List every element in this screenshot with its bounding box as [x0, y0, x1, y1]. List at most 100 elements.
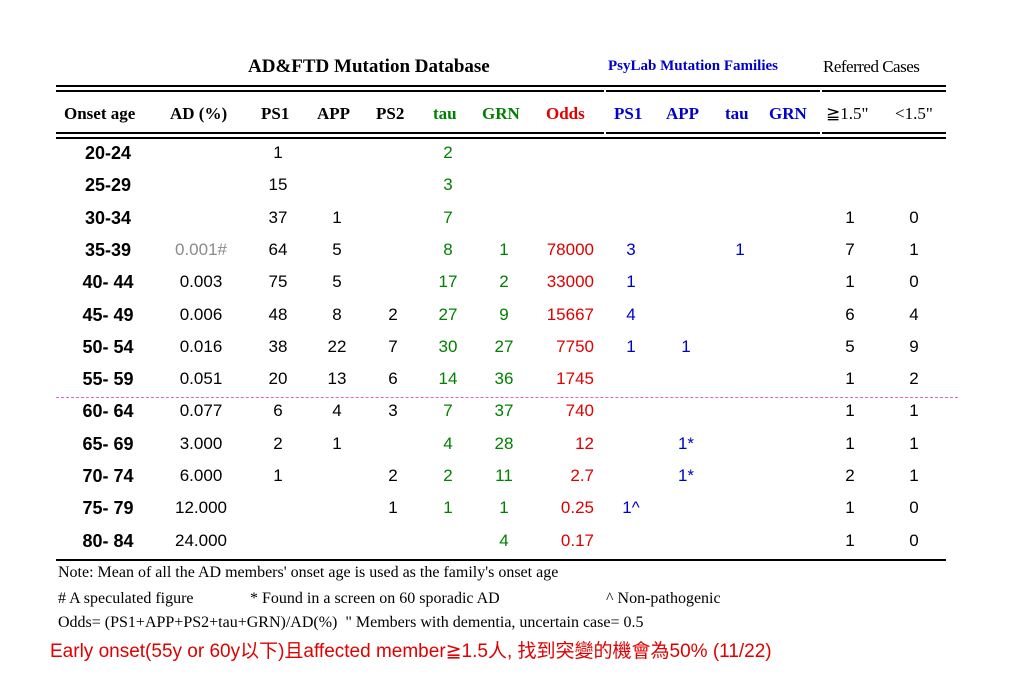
cell-odds: 2.7 — [570, 466, 594, 485]
cell-app: 1 — [332, 433, 342, 453]
cell-onset-age: 60- 64 — [82, 401, 134, 422]
cell-ps1: 6 — [273, 401, 283, 421]
cell-lt-1-5: 9 — [909, 336, 919, 356]
cell-grn: 28 — [494, 433, 514, 453]
cell-ps2: 3 — [388, 401, 398, 421]
cell-ad-percent: 0.006 — [179, 304, 223, 324]
col-psylab-grn: GRN — [769, 104, 807, 123]
top-rule-1 — [56, 85, 946, 87]
cell-ge-1-5: 7 — [845, 239, 855, 259]
cell-ad-percent: 0.077 — [179, 401, 223, 421]
col-app: APP — [317, 104, 351, 123]
col-ad: AD (%) — [170, 104, 228, 123]
cell-ps1: 20 — [268, 369, 288, 389]
conclusion-text: Early onset(55y or 60y以下)且affected membe… — [50, 641, 772, 662]
cell-grn: 11 — [495, 466, 513, 485]
mid-rule-1c — [606, 132, 820, 134]
cell-psylab-app: 1* — [677, 466, 695, 485]
cell-app: 13 — [327, 369, 347, 389]
cell-ps2: 2 — [388, 304, 398, 324]
cell-ad-percent: 0.051 — [179, 369, 223, 389]
cell-odds: 15667 — [546, 304, 594, 324]
cell-psylab-ps1: 1^ — [622, 498, 640, 518]
referred-title: Referred Cases — [823, 57, 920, 76]
cell-tau: 3 — [443, 175, 453, 195]
cell-lt-1-5: 4 — [909, 304, 919, 324]
note-speculated: # A speculated figure — [58, 590, 194, 607]
cell-ge-1-5: 1 — [845, 207, 855, 227]
cell-tau: 14 — [438, 369, 458, 389]
cell-ps1: 64 — [268, 239, 288, 259]
col-ps2: PS2 — [376, 104, 405, 123]
cell-lt-1-5: 1 — [909, 433, 919, 453]
cell-ad-percent: 0.003 — [179, 272, 223, 292]
top-rule-2b — [250, 90, 604, 92]
cell-onset-age: 65- 69 — [82, 433, 134, 454]
cell-lt-1-5: 1 — [909, 466, 919, 485]
cell-psylab-tau: 1 — [735, 239, 745, 259]
cell-ad-percent: 0.016 — [179, 336, 223, 356]
cell-app: 1 — [332, 207, 342, 227]
note-non-pathogenic: ^ Non-pathogenic — [606, 590, 721, 607]
cell-app: 5 — [332, 272, 342, 292]
cell-grn: 37 — [494, 401, 514, 421]
cell-onset-age: 70- 74 — [82, 466, 134, 486]
mid-rule-1a — [56, 132, 250, 134]
mid-rule-1d — [822, 132, 946, 134]
cell-odds: 33000 — [546, 272, 594, 292]
early-onset-divider — [56, 397, 958, 398]
cell-lt-1-5: 2 — [909, 369, 919, 389]
cell-psylab-ps1: 1 — [626, 272, 636, 292]
cell-ps1: 1 — [273, 466, 283, 485]
cell-ge-1-5: 1 — [845, 498, 855, 518]
cell-odds: 7750 — [556, 336, 594, 356]
cell-app: 8 — [332, 304, 342, 324]
col-grn: GRN — [482, 104, 520, 123]
cell-odds: 1745 — [556, 369, 594, 389]
cell-ps2: 1 — [388, 498, 398, 518]
cell-tau: 7 — [443, 401, 453, 421]
cell-onset-age: 30-34 — [84, 207, 132, 228]
cell-ps2: 2 — [388, 466, 398, 485]
cell-ge-1-5: 6 — [845, 304, 855, 324]
cell-onset-age: 55- 59 — [82, 369, 134, 390]
cell-tau: 1 — [443, 498, 453, 518]
cell-ge-1-5: 1 — [845, 272, 855, 292]
cell-ad-percent: 3.000 — [179, 433, 223, 453]
top-rule-2c — [606, 90, 820, 92]
cell-ps2: 7 — [388, 336, 398, 356]
mid-rule-1b — [250, 132, 604, 134]
cell-ge-1-5: 1 — [845, 530, 855, 550]
cell-lt-1-5: 0 — [909, 498, 919, 518]
cell-tau: 2 — [443, 143, 453, 162]
cell-ps2: 6 — [388, 369, 398, 389]
top-rule-2a — [56, 90, 250, 92]
cell-tau: 4 — [443, 433, 453, 453]
bottom-rule — [56, 559, 946, 561]
cell-grn: 1 — [499, 498, 509, 518]
cell-ps1: 1 — [273, 143, 283, 162]
top-rule-2d — [822, 90, 946, 92]
cell-grn: 36 — [494, 369, 514, 389]
cell-tau: 7 — [443, 207, 453, 227]
col-odds: Odds — [546, 104, 585, 123]
cell-tau: 8 — [443, 239, 453, 259]
cell-onset-age: 45- 49 — [82, 304, 134, 325]
cell-onset-age: 35-39 — [84, 239, 132, 260]
col-psylab-app: APP — [666, 104, 700, 123]
col-psylab-tau: tau — [725, 104, 749, 123]
cell-ge-1-5: 2 — [845, 466, 855, 485]
cell-onset-age: 20-24 — [84, 143, 132, 163]
cell-onset-age: 25-29 — [84, 175, 132, 196]
cell-tau: 30 — [438, 336, 458, 356]
cell-ad-percent: 0.001# — [175, 239, 227, 259]
cell-tau: 2 — [443, 466, 453, 485]
cell-ge-1-5: 1 — [845, 369, 855, 389]
cell-grn: 2 — [499, 272, 509, 292]
cell-onset-age: 40- 44 — [82, 272, 134, 293]
cell-psylab-ps1: 1 — [626, 336, 636, 356]
cell-tau: 17 — [438, 272, 458, 292]
col-onset-age: Onset age — [64, 104, 136, 123]
cell-ps1: 37 — [268, 207, 288, 227]
cell-onset-age: 75- 79 — [82, 498, 134, 519]
